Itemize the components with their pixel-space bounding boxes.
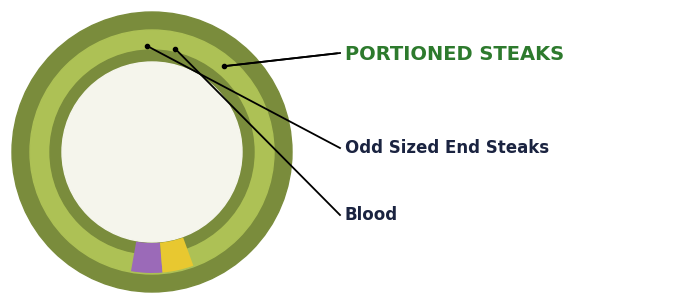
Circle shape	[30, 30, 274, 274]
Text: Odd Sized End Steaks: Odd Sized End Steaks	[345, 139, 549, 157]
Text: Blood: Blood	[345, 206, 398, 224]
Text: PORTIONED STEAKS: PORTIONED STEAKS	[345, 45, 564, 64]
Wedge shape	[160, 237, 193, 273]
Circle shape	[50, 50, 254, 254]
Circle shape	[12, 12, 292, 292]
Wedge shape	[131, 242, 162, 273]
Circle shape	[62, 62, 242, 242]
